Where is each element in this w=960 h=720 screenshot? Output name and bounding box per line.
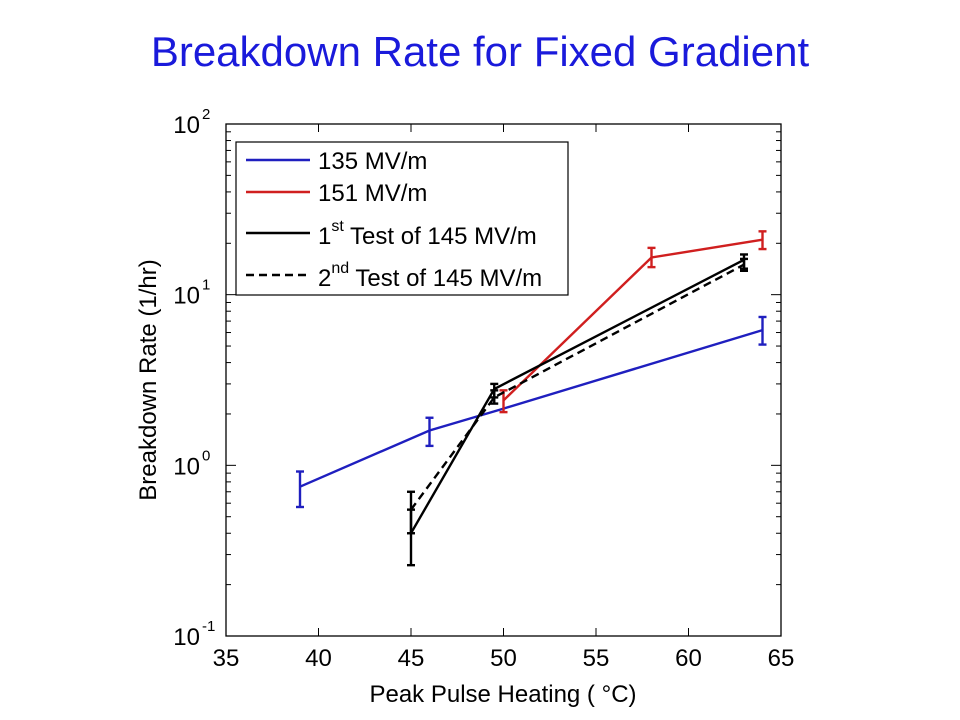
y-tick-exponent: 2 xyxy=(202,106,210,123)
x-tick-label: 40 xyxy=(305,645,332,672)
error-bar xyxy=(296,470,304,509)
legend-label: 135 MV/m xyxy=(318,148,427,175)
error-bar xyxy=(490,389,499,405)
error-bar xyxy=(647,246,656,269)
legend-label: 151 MV/m xyxy=(318,180,427,207)
legend-item: 135 MV/m xyxy=(246,148,427,175)
legend-label-rest: Test of 145 MV/m xyxy=(349,265,542,292)
series-layer xyxy=(296,230,767,567)
series-1 xyxy=(499,230,767,414)
y-tick-label: 10 1 xyxy=(173,277,210,310)
x-tick-label: 65 xyxy=(768,645,795,672)
y-tick-label: 10 2 xyxy=(173,106,210,139)
y-tick-label: 10 0 xyxy=(173,447,210,480)
legend-label-rest: Test of 145 MV/m xyxy=(344,223,537,250)
legend-item: 1st Test of 145 MV/m xyxy=(246,218,537,250)
legend-label-base: 1 xyxy=(318,223,331,250)
legend-box xyxy=(235,141,569,296)
error-bar xyxy=(758,230,767,251)
x-tick-label: 60 xyxy=(675,645,702,672)
x-tick-label: 45 xyxy=(398,645,425,672)
x-tick-label: 50 xyxy=(490,645,517,672)
error-bar xyxy=(740,257,748,272)
y-tick-base: 10 xyxy=(173,453,200,480)
y-axis-label: Breakdown Rate (1/hr) xyxy=(135,259,162,500)
error-bar xyxy=(407,490,415,535)
minor-ticks xyxy=(226,131,781,586)
error-bar xyxy=(499,389,508,414)
series-3 xyxy=(407,257,748,535)
y-tick-base: 10 xyxy=(173,624,200,651)
y-tick-exponent: 1 xyxy=(202,277,210,294)
legend-item: 151 MV/m xyxy=(246,180,427,207)
y-tick-exponent: 0 xyxy=(202,447,210,464)
major-ticks xyxy=(225,123,782,637)
error-bar xyxy=(758,315,767,346)
x-tick-label: 55 xyxy=(583,645,610,672)
error-bar xyxy=(425,416,434,448)
chart-title: Breakdown Rate for Fixed Gradient xyxy=(150,28,810,75)
x-tick-label: 35 xyxy=(213,645,240,672)
y-tick-base: 10 xyxy=(173,283,200,310)
series-0 xyxy=(296,315,767,509)
legend-label: 2nd Test of 145 MV/m xyxy=(318,260,542,292)
legend-label-base: 2 xyxy=(318,265,331,292)
y-tick-label: 10 -1 xyxy=(173,618,215,651)
series-line xyxy=(299,328,763,488)
legend-label-superscript: nd xyxy=(331,260,349,277)
series-line xyxy=(410,263,745,511)
x-tick-labels: 35 40 45 50 55 60 65 xyxy=(213,645,795,672)
x-axis-label: Peak Pulse Heating ( °C) xyxy=(369,681,636,708)
legend-label-superscript: st xyxy=(331,218,344,235)
legend-item: 2nd Test of 145 MV/m xyxy=(246,260,542,292)
y-tick-exponent: -1 xyxy=(202,618,215,635)
y-tick-base: 10 xyxy=(173,112,200,139)
legend-label: 1st Test of 145 MV/m xyxy=(318,218,537,250)
